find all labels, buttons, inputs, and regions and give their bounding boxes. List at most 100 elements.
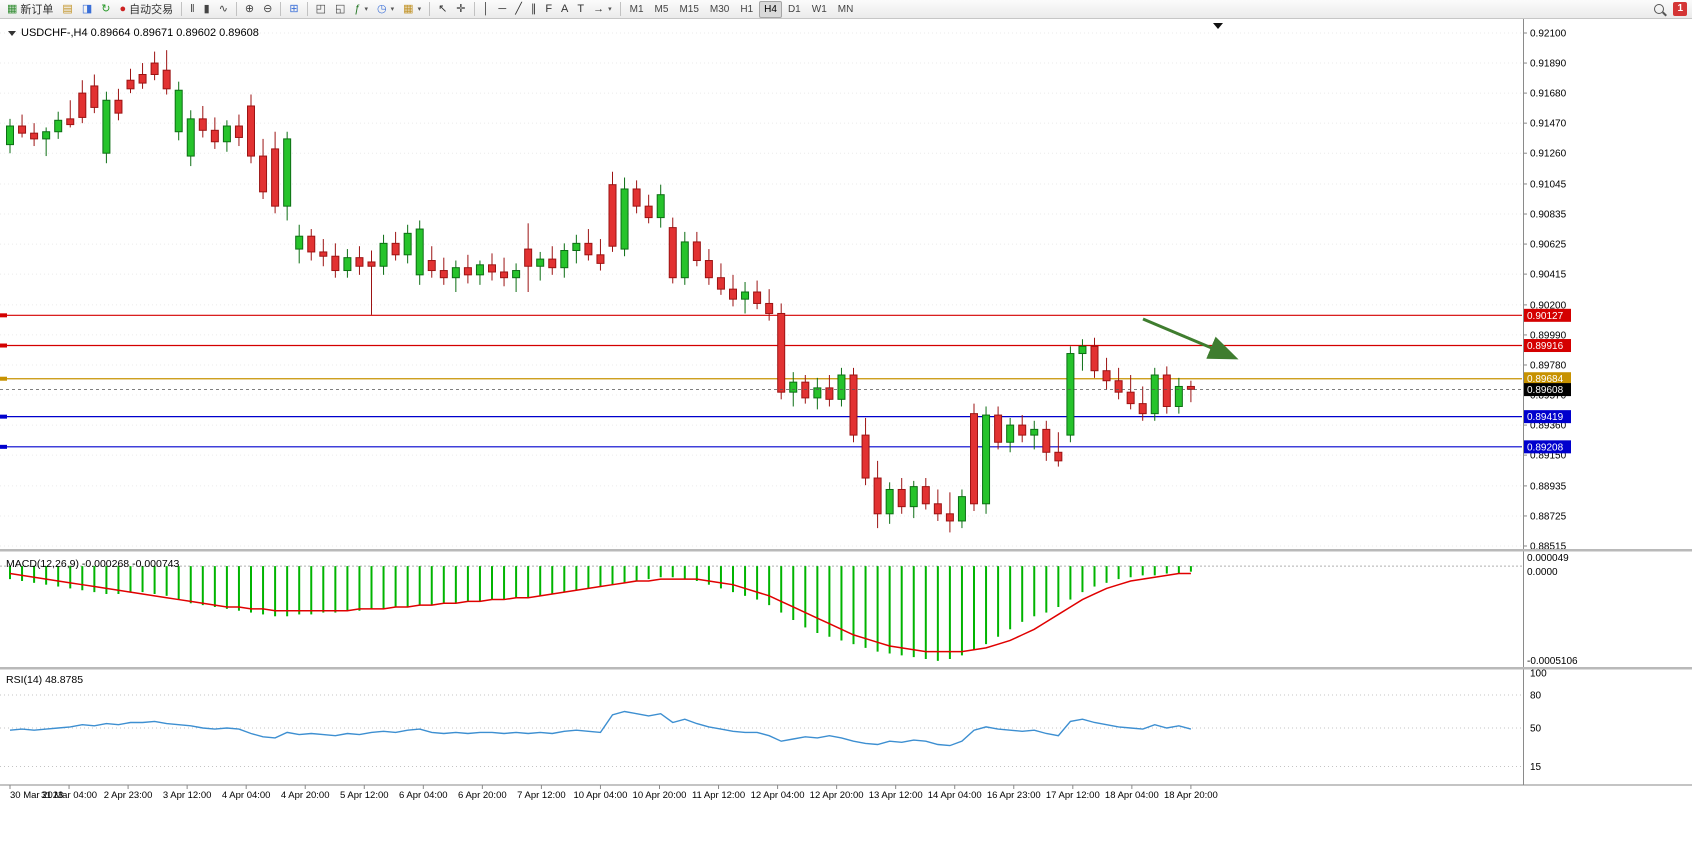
cursor-button[interactable]: ↖ [434,0,451,18]
timeframe-w1-button[interactable]: W1 [811,3,827,15]
trendline-button[interactable]: ╱ [511,0,526,18]
line-anchor[interactable] [0,343,7,348]
chart-symbol-ohlc-label: USDCHF-,H4 0.89664 0.89671 0.89602 0.896… [21,27,259,39]
templates-icon: ▦ [403,2,414,15]
price-badge [1524,339,1571,353]
price-axis-label: 0.90835 [1530,210,1567,221]
line-anchor[interactable] [0,444,7,449]
cascade-windows-button[interactable]: ◰ [312,0,330,18]
arrange-windows-button[interactable]: ◱ [331,0,349,18]
equidistant-channel-icon: ∥ [530,2,537,15]
trend-arrow[interactable] [1142,317,1239,360]
price-badge [1524,410,1571,424]
new-order-button[interactable]: ▦ 新订单 [3,0,57,18]
time-axis-label: 10 Apr 20:00 [633,790,687,801]
panel-splitter[interactable] [0,549,1692,552]
timeframe-h4-button[interactable]: H4 [759,0,782,18]
horizontal-line-icon: ─ [498,2,507,15]
price-axis-label: 0.90625 [1530,240,1567,251]
notification-badge[interactable]: 1 [1673,2,1687,16]
toolbar-separator [235,2,237,16]
dropdown-caret-icon: ▾ [417,6,422,13]
time-axis-label: 4 Apr 20:00 [281,790,330,801]
time-axis-label: 3 Apr 12:00 [163,790,212,801]
charts-grid-icon: ▤ [62,2,73,15]
bar-chart-button[interactable]: ‖ [186,0,199,18]
zoom-in-button[interactable]: ⊕ [241,0,258,18]
timeframe-m30-button[interactable]: M30 [709,3,730,15]
time-axis-label: 12 Apr 04:00 [751,790,805,801]
time-axis-label: 31 Mar 04:00 [41,790,97,801]
candlestick-series [6,50,1195,533]
timeframe-m1-button[interactable]: M1 [629,3,644,15]
price-grid: 0.92100 0.91890 0.91680 0.91470 0.91260 0.910… [0,29,1567,553]
time-axis-label: 18 Apr 04:00 [1105,790,1159,801]
crosshair-button[interactable]: ✛ [452,0,469,18]
rsi-axis-label: 15 [1530,762,1542,773]
line-anchor[interactable] [0,376,7,381]
horizontal-price-line[interactable]: 0.90127 [0,308,1571,322]
time-axis-label: 16 Apr 23:00 [987,790,1041,801]
market-watch-button[interactable]: ◨ [78,0,96,18]
arrange-windows-icon: ◱ [334,2,346,15]
zoom-out-button[interactable]: ⊖ [259,0,276,18]
timeframe-h1-button[interactable]: H1 [740,3,754,15]
indicators-button[interactable]: ƒ ▾ [350,0,372,18]
text-button[interactable]: A [557,0,572,18]
timeframe-m5-button[interactable]: M5 [654,3,669,15]
zoom-in-icon: ⊕ [244,2,255,15]
zoom-out-icon: ⊖ [263,2,273,15]
toolbar-separator [429,2,431,16]
chart-window[interactable]: 0.92100 0.91890 0.91680 0.91470 0.91260 0.910… [0,19,1692,844]
line-chart-button[interactable]: ∿ [215,0,232,18]
templates-button[interactable]: ▦ ▾ [399,0,425,18]
trendline-icon: ╱ [515,2,522,15]
horizontal-price-line[interactable]: 0.89208 [0,440,1571,454]
panel-splitter[interactable] [0,667,1692,670]
price-axis-label: 0.89150 [1530,451,1567,462]
vertical-line-button[interactable]: │ [479,0,494,18]
time-axis-label: 18 Apr 20:00 [1164,790,1218,801]
scroll-marker-icon[interactable] [1213,23,1223,29]
symbol-dropdown-icon[interactable] [8,31,16,36]
timeframe-mn-button[interactable]: MN [837,3,854,15]
price-badge [1524,372,1571,386]
new-order-button-label: 新订单 [20,4,54,16]
candlestick-chart-button[interactable]: ▮ [200,0,214,18]
price-badge-label: 0.89916 [1527,341,1564,352]
price-axis-label: 0.88515 [1530,542,1567,553]
market-watch-icon: ◨ [81,2,93,15]
rsi-line [9,710,1192,747]
toolbar-separator [473,2,475,16]
horizontal-price-line[interactable]: 0.89684 [0,372,1571,386]
price-axis-label: 0.89780 [1530,360,1567,371]
periods-button[interactable]: ◷ ▾ [373,0,398,18]
timeframe-d1-button[interactable]: D1 [787,3,801,15]
arrows-objects-icon: → [593,2,605,15]
time-axis-label: 6 Apr 20:00 [458,790,507,801]
timeframe-m15-button[interactable]: M15 [679,3,699,15]
horizontal-line-button[interactable]: ─ [494,0,510,18]
fibonacci-button[interactable]: F [541,0,556,18]
text-label-button[interactable]: T [573,0,588,18]
horizontal-price-line[interactable]: 0.89419 [0,410,1571,424]
search-icon[interactable] [1654,4,1665,14]
time-axis-label: 2 Apr 23:00 [104,790,153,801]
equidistant-channel-button[interactable]: ∥ [527,0,541,18]
toolbar-separator [619,2,621,16]
macd-axis-label: 0.000049 [1527,553,1569,564]
current-price-marker: 0.89608 [0,383,1571,397]
macd-label: MACD(12,26,9) -0.000268 -0.000743 [6,558,180,570]
macd-signal-line [9,572,1191,653]
line-anchor[interactable] [0,313,7,318]
toolbar-separator [306,2,308,16]
autotrading-button[interactable]: ● 自动交易 [115,0,177,18]
arrows-objects-button[interactable]: → ▾ [589,0,616,18]
refresh-button[interactable]: ↻ [97,0,114,18]
horizontal-price-line[interactable]: 0.89916 [0,339,1571,353]
charts-grid-button[interactable]: ▤ [58,0,76,18]
tile-windows-button[interactable]: ⊞ [285,0,302,18]
time-axis-label: 6 Apr 04:00 [399,790,448,801]
dropdown-caret-icon: ▾ [608,6,612,13]
line-anchor[interactable] [0,414,7,419]
